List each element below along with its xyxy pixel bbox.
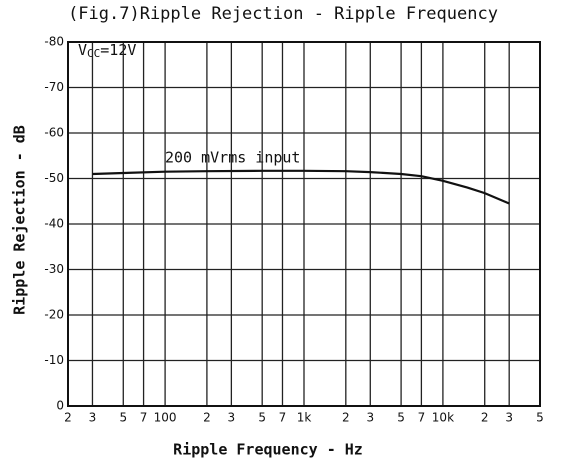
- y-tick-label: -50: [44, 171, 64, 185]
- chart-title: (Fig.7)Ripple Rejection - Ripple Frequen…: [68, 4, 498, 24]
- vcc-annotation: VCC=12V: [78, 41, 136, 61]
- y-tick-label: -10: [44, 353, 64, 367]
- x-tick-label: 1k: [297, 411, 312, 425]
- x-tick-label: 7: [279, 411, 287, 425]
- y-tick-label: 0: [56, 399, 64, 413]
- y-tick-label: -60: [44, 126, 64, 140]
- x-tick-label: 2: [481, 411, 489, 425]
- y-tick-label: -30: [44, 262, 64, 276]
- vcc-main: V: [78, 41, 87, 59]
- y-axis-label: Ripple Rejection - dB: [11, 125, 29, 315]
- y-tick-label: -20: [44, 308, 64, 322]
- y-tick-label: -80: [44, 35, 64, 49]
- x-axis-label: Ripple Frequency - Hz: [173, 441, 363, 459]
- x-tick-label: 5: [119, 411, 127, 425]
- series-annotation: 200 mVrms input: [165, 149, 300, 167]
- y-tick-label: -70: [44, 80, 64, 94]
- x-tick-label: 100: [154, 411, 177, 425]
- vcc-sub: CC: [87, 47, 100, 60]
- vcc-rest: =12V: [100, 41, 136, 59]
- x-tick-label: 7: [140, 411, 148, 425]
- x-tick-label: 5: [258, 411, 266, 425]
- x-tick-label: 3: [228, 411, 236, 425]
- x-tick-label: 2: [64, 411, 72, 425]
- x-tick-label: 7: [418, 411, 426, 425]
- x-tick-label: 3: [366, 411, 374, 425]
- x-tick-label: 10k: [432, 411, 454, 425]
- x-tick-label: 5: [397, 411, 405, 425]
- data-line: [92, 169, 510, 205]
- x-tick-label: 5: [536, 411, 544, 425]
- x-tick-label: 3: [505, 411, 513, 425]
- y-tick-label: -40: [44, 217, 64, 231]
- x-tick-label: 2: [342, 411, 350, 425]
- x-tick-label: 2: [203, 411, 211, 425]
- plot-frame: [67, 41, 541, 407]
- x-tick-label: 3: [89, 411, 97, 425]
